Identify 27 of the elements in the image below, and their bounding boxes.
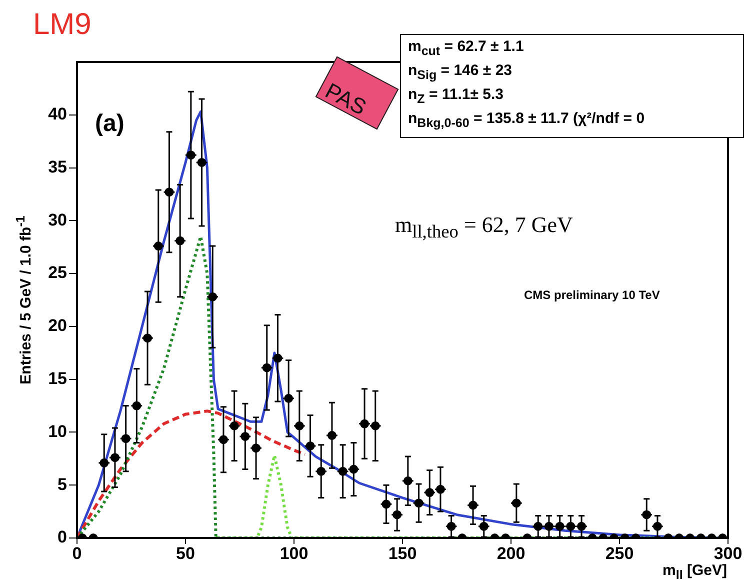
chart-title: LM9 [33, 8, 92, 42]
y-tick-label: 25 [48, 263, 67, 282]
y-tick-label: 0 [58, 528, 67, 547]
y-tick-label: 30 [48, 210, 67, 230]
y-tick-label: 35 [48, 157, 67, 176]
annotation: m$_{ll,theo}$ = 62, 7 GeV [395, 212, 573, 242]
annotation: PAS [320, 78, 370, 121]
y-tick-label: 40 [48, 104, 67, 124]
text: m$_{cut}$ = 62.7 ± 1.1 [408, 38, 524, 58]
x-tick-label: 50 [176, 544, 195, 563]
x-tick-label: 250 [605, 544, 634, 563]
annotation: CMS preliminary 10 TeV [524, 288, 660, 302]
y-tick-label: 15 [48, 369, 67, 388]
x-axis-title: m$_{ll}$ [GeV] [662, 562, 727, 582]
annotation: n$_{Z}$ = 11.1± 5.3 [408, 86, 504, 106]
annotation: n$_{Sig}$ = 146 ± 23 [408, 62, 512, 82]
x-tick-label: 0 [72, 544, 82, 563]
x-tick-label: 200 [496, 544, 526, 563]
annotation: n$_{Bkg,0-60}$ = 135.8 ± 11.7 (χ²/ndf = 0 [408, 110, 645, 130]
x-tick-label: 150 [388, 544, 417, 563]
y-tick-label: 20 [48, 316, 67, 336]
x-tick-label: 100 [280, 544, 308, 563]
y-tick-label: 5 [58, 474, 67, 494]
line-series [77, 410, 306, 538]
y-tick-label: 10 [48, 422, 67, 441]
annotation: (a) [95, 110, 124, 138]
x-tick-label: 300 [714, 544, 742, 563]
